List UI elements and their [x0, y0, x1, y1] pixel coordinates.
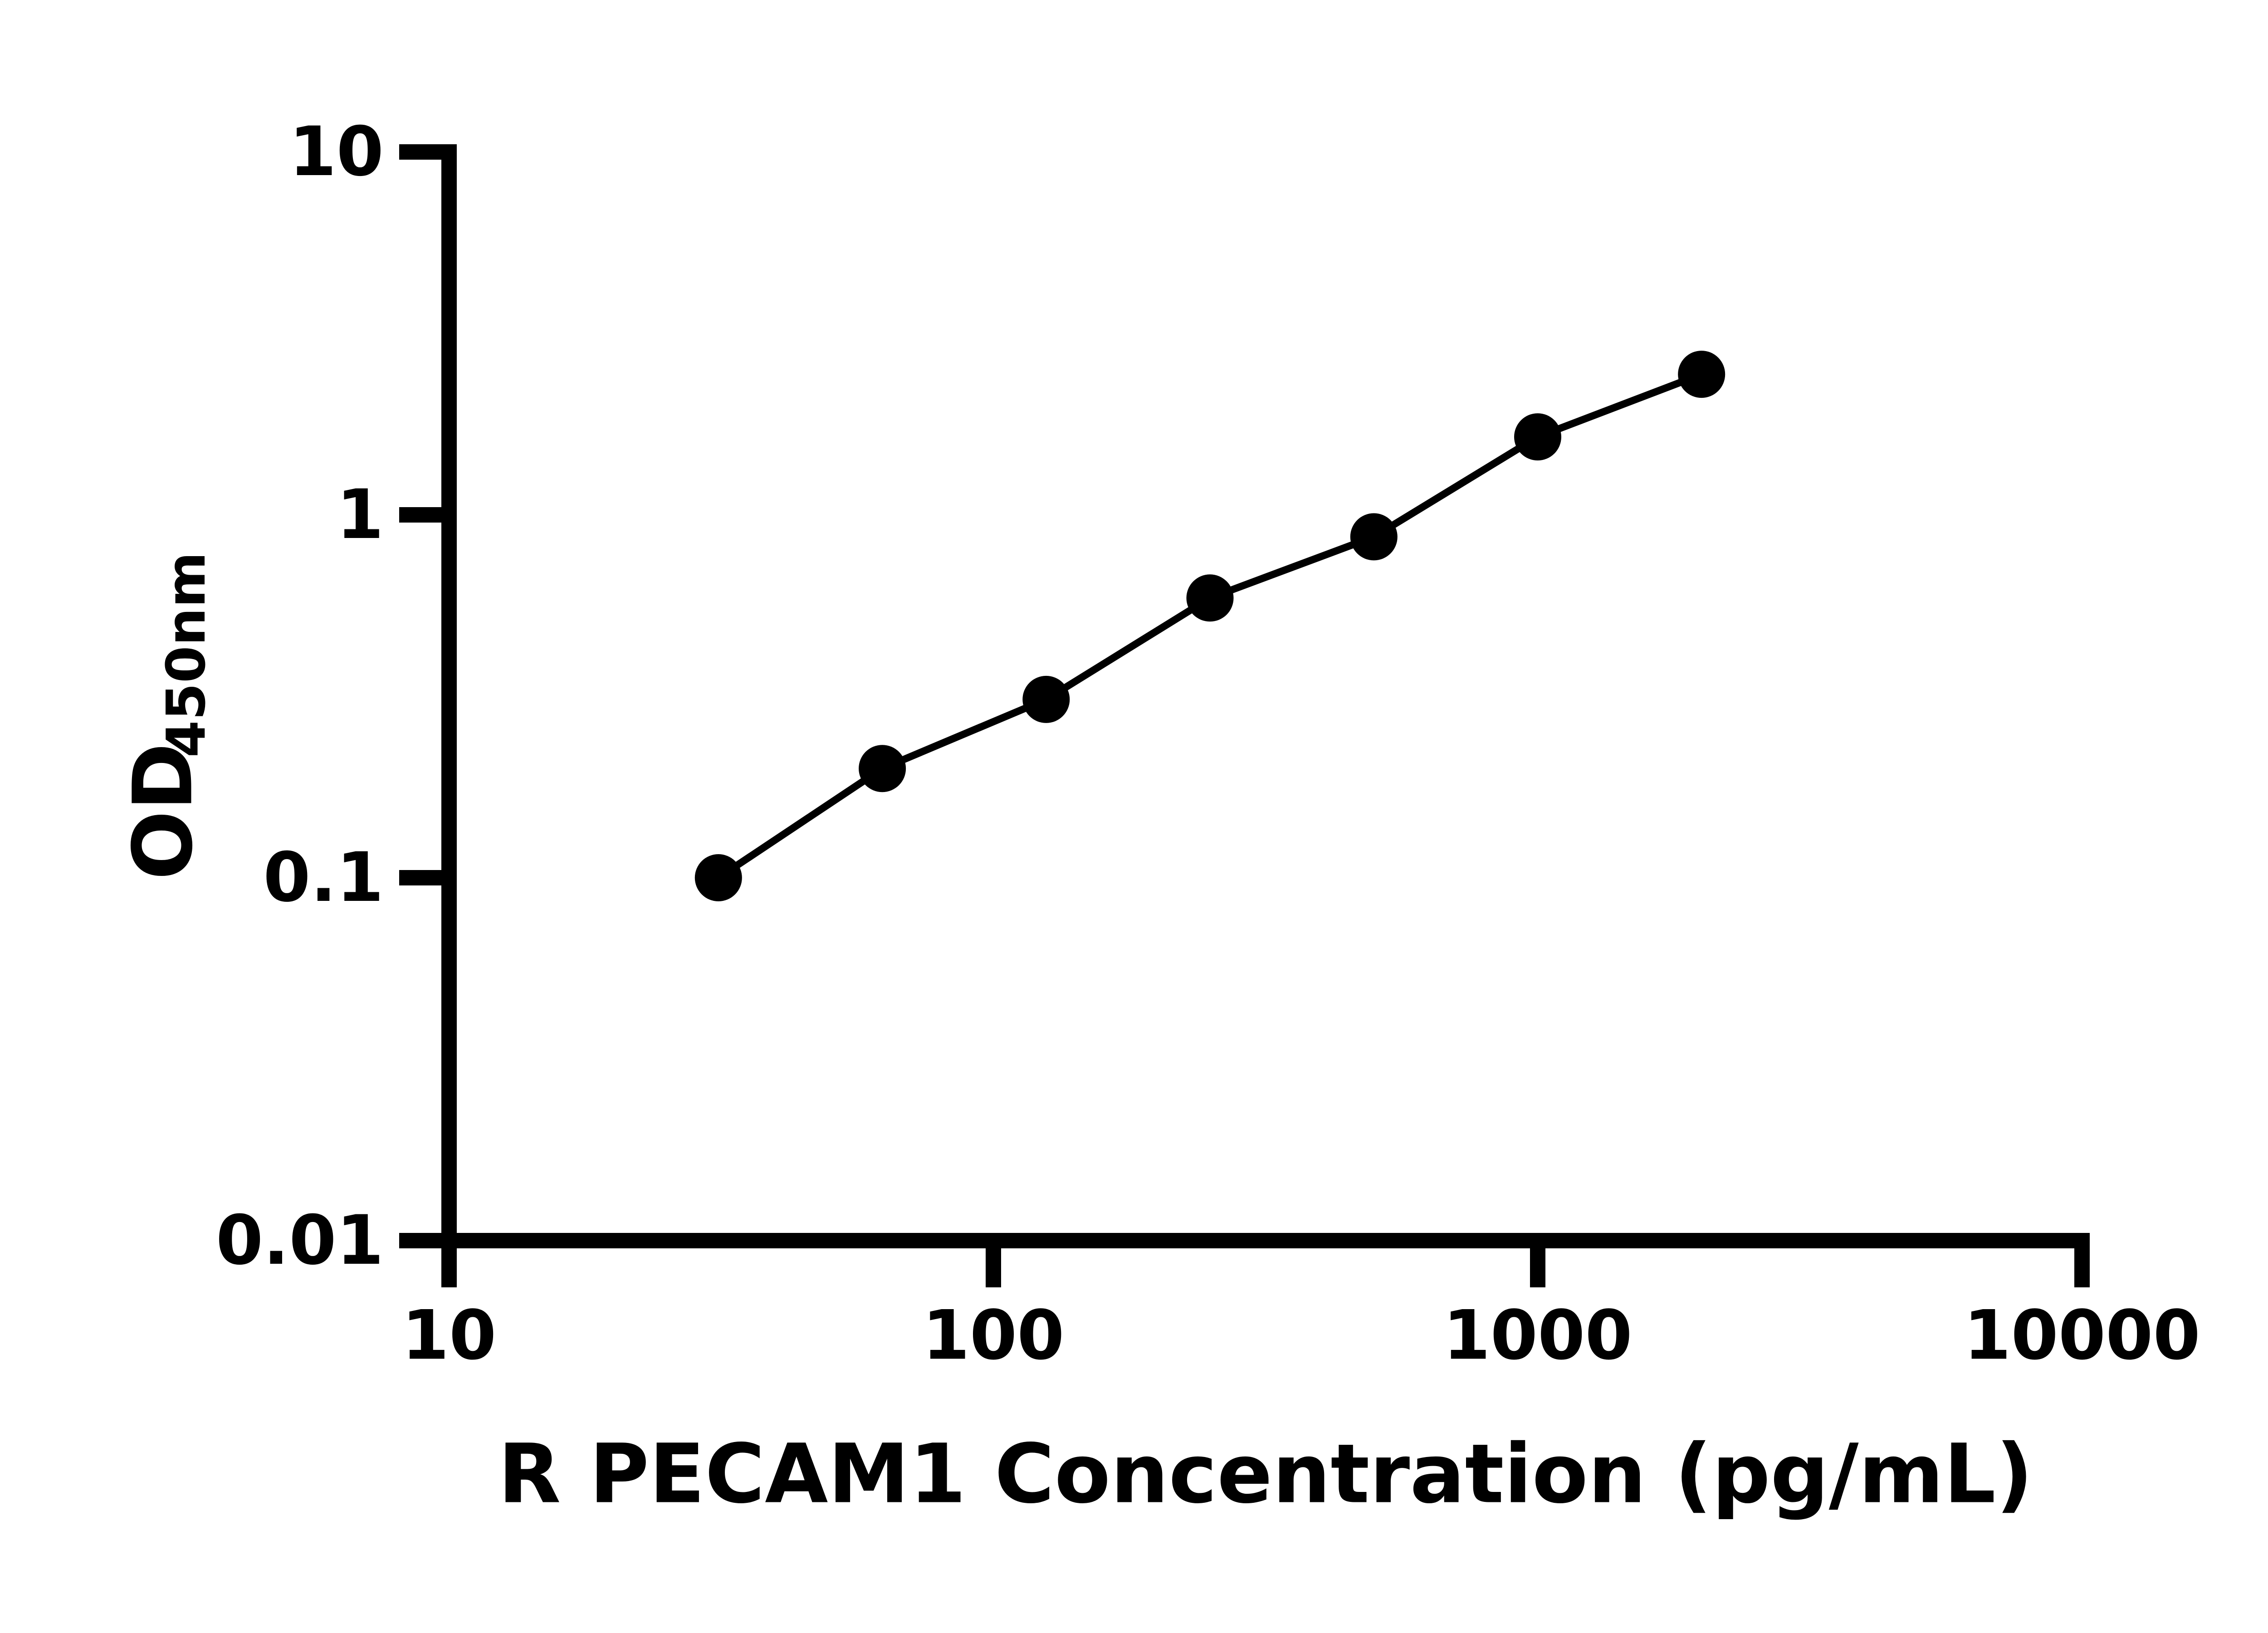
y-tick-label-1: 1: [337, 475, 384, 554]
y-axis-title-subscript: 450nm: [155, 552, 217, 758]
data-series-layer: [694, 351, 1725, 901]
y-axis-title: OD 450nm: [116, 552, 218, 880]
y-tick-label-0.1: 0.1: [263, 838, 384, 917]
x-tick-label-10000: 10000: [1964, 1296, 2200, 1375]
x-tick-label-10: 10: [402, 1296, 497, 1375]
data-point-marker[interactable]: [1514, 413, 1561, 461]
x-tick-labels: 10 100 1000 10000: [402, 1296, 2200, 1375]
x-axis-title: R PECAM1 Concentration (pg/mL): [498, 1427, 2033, 1522]
y-tick-label-10: 10: [289, 112, 384, 191]
x-tick-label-100: 100: [922, 1296, 1064, 1375]
data-point-marker[interactable]: [694, 854, 742, 901]
x-axis-ticks: [441, 1233, 2090, 1287]
y-tick-labels: 10 1 0.1 0.01: [216, 112, 384, 1280]
axis-lines: [441, 144, 2082, 1287]
data-point-marker[interactable]: [1022, 675, 1070, 723]
data-point-marker[interactable]: [1678, 351, 1725, 398]
y-tick-label-0.01: 0.01: [216, 1201, 384, 1280]
data-point-marker[interactable]: [859, 745, 906, 792]
data-point-marker[interactable]: [1350, 513, 1398, 561]
x-tick-label-1000: 1000: [1443, 1296, 1632, 1375]
y-axis-title-main: OD: [116, 743, 211, 880]
data-point-marker[interactable]: [1186, 574, 1234, 622]
